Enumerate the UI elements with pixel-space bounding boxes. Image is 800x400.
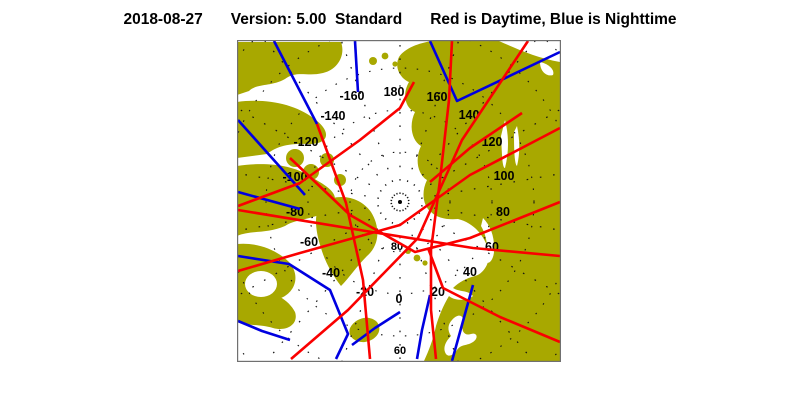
longitude-label: 60 — [485, 240, 499, 254]
longitude-label: 80 — [496, 205, 510, 219]
longitude-label: 140 — [459, 108, 480, 122]
nighttime-track — [450, 284, 475, 362]
daytime-track — [237, 208, 561, 258]
nighttime-track — [237, 119, 306, 196]
nighttime-track — [353, 40, 360, 93]
sea-cutouts — [245, 41, 560, 356]
nighttime-track — [272, 40, 319, 125]
title-version: Version: 5.00 Standard — [230, 11, 403, 28]
plot-title: 2018-08-27 Version: 5.00 Standard Red is D… — [0, 11, 800, 29]
nighttime-track — [237, 319, 291, 342]
latitude-ring — [349, 151, 451, 253]
longitude-label: 100 — [494, 169, 515, 183]
daytime-track — [426, 247, 561, 344]
longitude-label: -60 — [300, 235, 318, 249]
nighttime-tracks — [237, 40, 561, 362]
daytime-track — [237, 81, 416, 208]
longitude-label: -120 — [293, 135, 318, 149]
daytime-track — [315, 123, 372, 360]
longitude-label: 20 — [431, 285, 445, 299]
daytime-track — [237, 126, 561, 273]
nighttime-track — [237, 190, 301, 211]
daytime-track — [289, 157, 561, 254]
map-svg: 180 160140120100806040200-20-40-60-80-100… — [237, 40, 561, 362]
graticule-dots — [237, 40, 561, 362]
longitude-label: -40 — [322, 266, 340, 280]
latitude-ring — [307, 109, 493, 295]
longitude-label: 0 — [396, 292, 403, 306]
map-border — [237, 40, 561, 362]
longitude-label: -160 — [339, 89, 364, 103]
daytime-tracks — [237, 40, 561, 360]
nighttime-track — [428, 40, 561, 103]
latitude-ring — [265, 67, 535, 337]
daytime-track — [429, 40, 454, 360]
daytime-track — [429, 111, 523, 183]
longitude-label: -140 — [320, 109, 345, 123]
title-legend: Red is Daytime, Blue is Nighttime — [430, 11, 677, 28]
longitude-label: 160 — [427, 90, 448, 104]
pole-marker — [398, 200, 402, 204]
longitude-label: 120 — [482, 135, 503, 149]
longitude-label: 40 — [463, 265, 477, 279]
nighttime-track — [351, 310, 401, 347]
polar-map: 180 160 140 120 100 80 60 40 20 0 -20 -40 -60 -80 -100… — [237, 40, 561, 362]
latitude-label: 60 — [394, 345, 406, 357]
nighttime-track — [415, 294, 432, 360]
title-date: 2018-08-27 — [123, 11, 203, 28]
longitude-label: 180 — [384, 85, 405, 99]
